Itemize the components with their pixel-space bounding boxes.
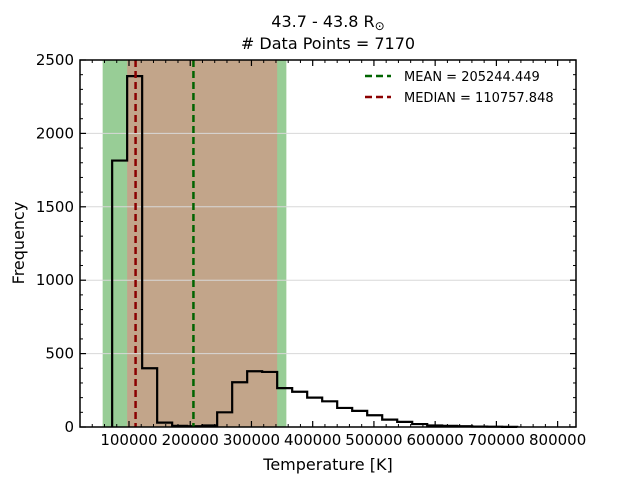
chart-title-text: 43.7 - 43.8 R [271,12,374,31]
histogram-bin-16 [352,411,367,427]
x-tick-label-0: 100000 [100,431,157,449]
chart-title: 43.7 - 43.8 R⊙ [271,12,384,33]
y-tick-label-5: 2500 [36,51,74,69]
y-tick-label-0: 0 [64,418,74,436]
x-tick-label-4: 500000 [345,431,402,449]
legend: MEAN = 205244.449 MEDIAN = 110757.848 [365,70,554,106]
y-tick-label-3: 1500 [36,198,74,216]
y-axis-label: Frequency [9,202,28,285]
histogram-bin-17 [367,415,382,427]
x-tick-label-3: 400000 [284,431,341,449]
x-tick-label-2: 300000 [223,431,280,449]
x-tick-label-5: 600000 [407,431,464,449]
legend-label: MEAN = 205244.449 [404,70,540,85]
x-tick-label-1: 200000 [162,431,219,449]
y-tick-label-4: 2000 [36,124,74,142]
histogram-bin-12 [292,392,307,427]
chart-subtitle: # Data Points = 7170 [241,34,415,53]
x-tick-label-6: 700000 [468,431,525,449]
y-tick-labels: 0 500 1000 1500 2000 2500 [36,51,74,436]
y-tick-label-2: 1000 [36,271,74,289]
legend-label: MEDIAN = 110757.848 [404,91,554,106]
y-tick-label-1: 500 [45,345,74,363]
x-axis-label: Temperature [K] [262,455,392,474]
histogram-bin-13 [307,398,322,427]
legend-item-median: MEDIAN = 110757.848 [365,91,554,106]
chart-title-symbol: ⊙ [375,19,385,33]
histogram-bin-14 [322,401,337,427]
legend-item-mean: MEAN = 205244.449 [365,70,540,85]
x-tick-label-7: 800000 [529,431,586,449]
histogram-bin-18 [382,420,397,427]
histogram-bin-15 [337,408,352,427]
